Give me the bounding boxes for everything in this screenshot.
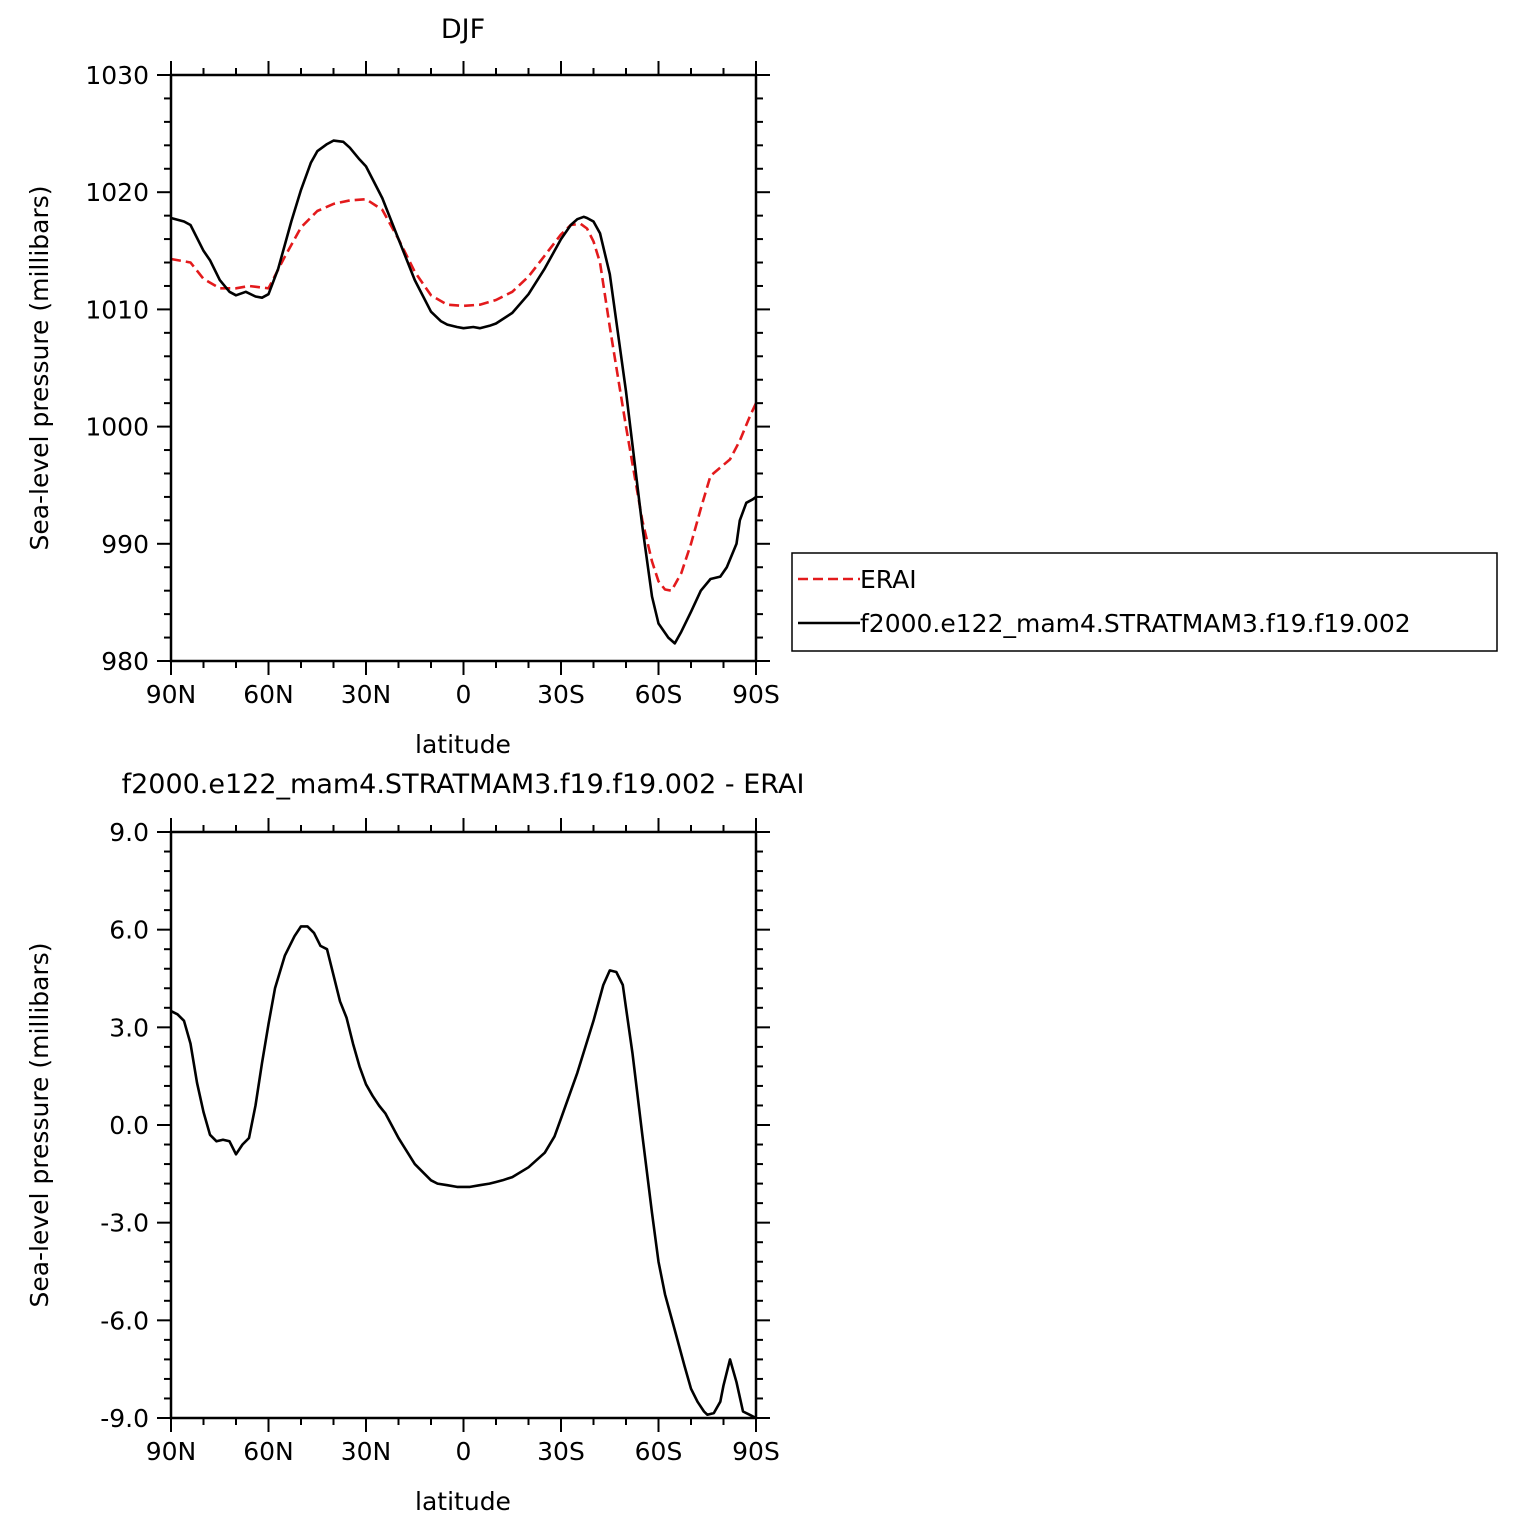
chart-bottom-xlabel: latitude <box>415 1487 511 1516</box>
bottom-x-tick-label: 30S <box>537 1437 585 1466</box>
chart-bottom-series-layer <box>170 925 757 1420</box>
chart-top-panel: DJF Sea-level pressure (millibars) latit… <box>25 14 780 759</box>
top-x-tick-label: 30N <box>341 680 392 709</box>
top-x-tick-label: 30S <box>537 680 585 709</box>
chart-bottom-plot-frame <box>169 830 758 1420</box>
top-x-tick-label: 0 <box>456 680 472 709</box>
chart-top-title: DJF <box>441 14 485 45</box>
top-series-line-model <box>170 139 757 645</box>
bottom-x-tick-label: 60S <box>635 1437 683 1466</box>
top-y-tick-label: 980 <box>101 647 149 676</box>
bottom-y-tick-label: 0.0 <box>109 1111 149 1140</box>
bottom-x-tick-label: 60N <box>243 1437 294 1466</box>
top-x-tick-label: 60N <box>243 680 294 709</box>
chart-bottom-axes: 90N 60N 30N 0 30S 60S 90S -9.0 -6.0 -3.0 0.0 3.0 6.0… <box>100 818 780 1466</box>
bottom-x-tick-label: 90S <box>732 1437 780 1466</box>
top-y-tick-label: 990 <box>101 530 149 559</box>
bottom-x-tick-label: 0 <box>456 1437 472 1466</box>
bottom-y-tick-label: 3.0 <box>109 1013 149 1042</box>
bottom-x-tick-label: 30N <box>341 1437 392 1466</box>
bottom-y-tick-label: -6.0 <box>100 1306 149 1335</box>
bottom-y-tick-label: -3.0 <box>100 1209 149 1238</box>
chart-top-plot-frame <box>169 73 758 663</box>
chart-bottom-title: f2000.e122_mam4.STRATMAM3.f19.f19.002 - … <box>122 769 805 800</box>
top-x-tick-label: 60S <box>635 680 683 709</box>
legend: ERAI f2000.e122_mam4.STRATMAM3.f19.f19.0… <box>791 552 1498 652</box>
top-y-tick-label: 1020 <box>85 178 149 207</box>
chart-top-ylabel: Sea-level pressure (millibars) <box>25 185 54 550</box>
bottom-y-tick-label: 9.0 <box>109 818 149 847</box>
top-x-tick-label: 90N <box>146 680 197 709</box>
chart-top-series-layer <box>170 139 758 645</box>
chart-top-xlabel: latitude <box>415 730 511 759</box>
top-y-tick-label: 1030 <box>85 61 149 90</box>
chart-bottom-panel: f2000.e122_mam4.STRATMAM3.f19.f19.002 - … <box>25 769 804 1516</box>
top-x-tick-label: 90S <box>732 680 780 709</box>
legend-box <box>791 552 1498 652</box>
top-series-line-erai <box>170 197 758 593</box>
bottom-y-tick-label: 6.0 <box>109 916 149 945</box>
legend-label-erai: ERAI <box>860 565 917 594</box>
top-y-tick-label: 1000 <box>85 413 149 442</box>
bottom-series-line-difference <box>170 925 757 1420</box>
chart-bottom-ylabel: Sea-level pressure (millibars) <box>25 942 54 1307</box>
bottom-y-tick-label: -9.0 <box>100 1404 149 1433</box>
chart-top-axes: 90N 60N 30N 0 30S 60S 90S 980 990 1000 1010 1020 103… <box>85 61 780 709</box>
legend-label-model: f2000.e122_mam4.STRATMAM3.f19.f19.002 <box>860 609 1411 638</box>
top-y-tick-label: 1010 <box>85 295 149 324</box>
bottom-x-tick-label: 90N <box>146 1437 197 1466</box>
